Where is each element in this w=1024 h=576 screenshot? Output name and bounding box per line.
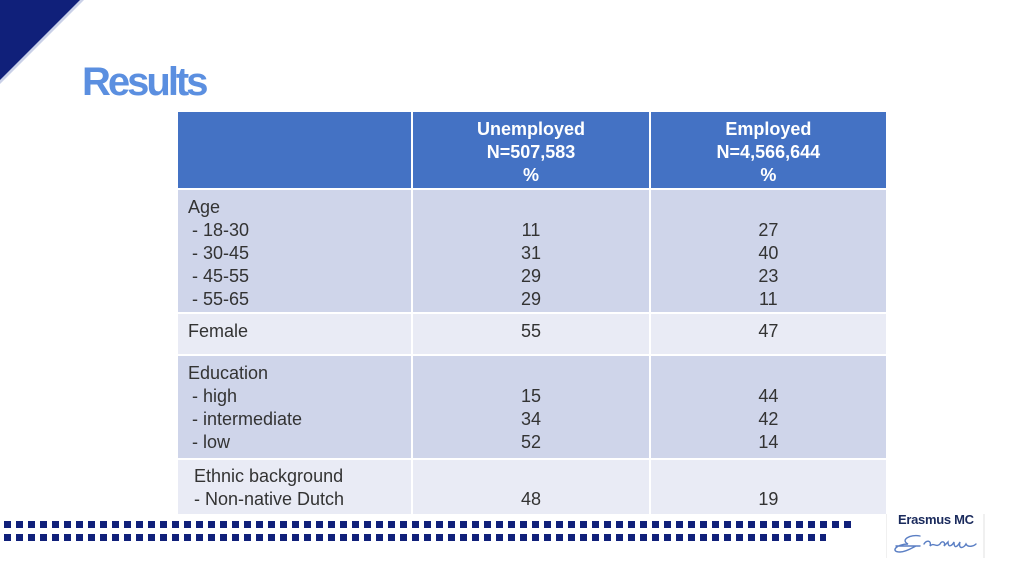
- age-45-55-employed: 23: [758, 266, 779, 286]
- age-18-30-employed: 27: [758, 220, 779, 240]
- header-employed-title: Employed: [725, 119, 812, 139]
- education-high-unemployed: 15: [521, 386, 542, 406]
- age-18-30-label: - 18-30: [192, 220, 250, 240]
- erasmus-mc-logo-icon: [886, 514, 985, 558]
- header-unemployed-unit: %: [523, 165, 540, 185]
- age-30-45-employed: 40: [758, 243, 779, 263]
- header-employed-unit: %: [760, 165, 777, 185]
- header-employed: Employed N=4,566,644 %: [648, 110, 889, 190]
- education-low-label: - low: [192, 432, 231, 452]
- age-30-45-unemployed: 31: [521, 243, 542, 263]
- age-18-30-unemployed: 11: [521, 220, 541, 240]
- education-high-employed: 44: [758, 386, 779, 406]
- education-unemployed-cell: 15 34 52: [411, 354, 651, 460]
- education-low-employed: 14: [758, 432, 779, 452]
- education-low-unemployed: 52: [521, 432, 542, 452]
- ethnic-label: Ethnic background: [194, 466, 344, 486]
- ethnic-employed-cell: 19: [648, 458, 889, 516]
- age-55-65-label: - 55-65: [192, 289, 250, 309]
- ethnic-non-native-unemployed: 48: [521, 489, 542, 509]
- header-unemployed-n: N=507,583: [486, 142, 576, 162]
- results-table: Unemployed N=507,583 % Employed N=4,566,…: [175, 110, 889, 516]
- logo-name: Erasmus MC: [898, 512, 974, 527]
- education-label: Education: [188, 363, 269, 383]
- education-intermediate-unemployed: 34: [521, 409, 542, 429]
- female-employed: 47: [648, 312, 889, 356]
- table-row-ethnic: Ethnic background - Non-native Dutch 48 …: [175, 458, 889, 516]
- education-label-cell: Education - high - intermediate - low: [175, 354, 414, 460]
- table-row-age: Age - 18-30 - 30-45 - 45-55 - 55-65 11 3…: [175, 188, 889, 314]
- table-row-education: Education - high - intermediate - low 15…: [175, 354, 889, 460]
- education-employed-cell: 44 42 14: [648, 354, 889, 460]
- age-55-65-employed: 11: [759, 289, 778, 309]
- education-high-label: - high: [192, 386, 238, 406]
- age-employed-cell: 27 40 23 11: [648, 188, 889, 314]
- ethnic-non-native-label: - Non-native Dutch: [194, 489, 345, 509]
- age-55-65-unemployed: 29: [521, 289, 542, 309]
- table-header-row: Unemployed N=507,583 % Employed N=4,566,…: [175, 110, 889, 190]
- header-unemployed: Unemployed N=507,583 %: [411, 110, 651, 190]
- age-30-45-label: - 30-45: [192, 243, 250, 263]
- dotted-divider-top: [4, 521, 856, 528]
- age-45-55-label: - 45-55: [192, 266, 250, 286]
- age-label-cell: Age - 18-30 - 30-45 - 45-55 - 55-65: [175, 188, 414, 314]
- age-unemployed-cell: 11 31 29 29: [411, 188, 651, 314]
- page-title: Results: [82, 60, 208, 104]
- age-45-55-unemployed: 29: [521, 266, 542, 286]
- female-unemployed: 55: [411, 312, 651, 356]
- corner-accent: [0, 0, 80, 80]
- header-employed-n: N=4,566,644: [716, 142, 821, 162]
- ethnic-non-native-employed: 19: [758, 489, 779, 509]
- table-row-female: Female 55 47: [175, 312, 889, 356]
- education-intermediate-employed: 42: [758, 409, 779, 429]
- header-unemployed-title: Unemployed: [477, 119, 586, 139]
- ethnic-unemployed-cell: 48: [411, 458, 651, 516]
- header-blank-cell: [175, 110, 414, 190]
- ethnic-label-cell: Ethnic background - Non-native Dutch: [175, 458, 414, 516]
- dotted-divider-bottom: [4, 534, 826, 541]
- age-label: Age: [188, 197, 221, 217]
- education-intermediate-label: - intermediate: [192, 409, 303, 429]
- female-label: Female: [175, 312, 414, 356]
